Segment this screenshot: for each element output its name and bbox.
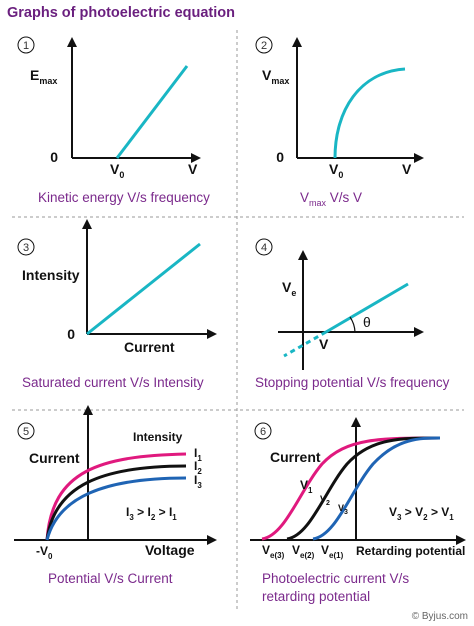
y-axis-label: Vmax — [262, 67, 289, 86]
angle-label: θ — [363, 314, 371, 330]
panel-number: 5 — [23, 426, 29, 438]
x-axis-label: V — [188, 161, 198, 177]
curve-label-i1: I1 — [194, 446, 202, 463]
curve-label-i3: I3 — [194, 473, 202, 490]
x-axis-label: V — [402, 161, 412, 177]
footer-credit: © Byjus.com — [412, 611, 468, 622]
curve-i3 — [45, 476, 187, 541]
stopping-potential-label: -V0 — [36, 544, 53, 561]
curve-label-v2: V2 — [320, 494, 330, 507]
panel-number-circle — [17, 36, 35, 54]
y-axis-label: Emax — [30, 67, 57, 86]
threshold-tick-label: V0 — [110, 161, 124, 180]
x-axis-label: V — [319, 336, 329, 352]
curve-label-v3: V3 — [338, 503, 348, 516]
panel-number: 3 — [23, 242, 29, 254]
panel-number: 2 — [261, 40, 267, 52]
voltage-relation: V3 > V2 > V1 — [389, 505, 454, 522]
panel-number: 6 — [260, 426, 266, 438]
y-axis-label: Current — [270, 449, 321, 465]
extrapolated-line — [283, 330, 327, 358]
x-axis-label: Retarding potential — [356, 544, 465, 558]
panel-number-circle — [255, 36, 273, 54]
panel-caption: Potential V/s Current — [48, 571, 173, 586]
panel-number: 1 — [23, 40, 29, 52]
curve-v2 — [286, 436, 441, 541]
intensity-current-line — [86, 242, 201, 336]
origin-label: 0 — [50, 149, 58, 165]
page-title: Graphs of photoelectric equation — [7, 5, 235, 21]
panel-4: 4 θ Ve V Stopping potential V/s frequenc… — [255, 238, 450, 390]
panel-caption: Saturated current V/s Intensity — [22, 375, 204, 390]
panel-caption-line-1: Photoelectric current V/s — [262, 571, 409, 586]
stopping-potential-line — [325, 282, 409, 334]
panel-number-circle — [17, 422, 35, 440]
threshold-tick-label: V0 — [329, 161, 343, 180]
panel-number: 4 — [261, 242, 267, 254]
origin-label: 0 — [276, 149, 284, 165]
panel-3: 3 Intensity 0 Current Saturated current … — [17, 219, 217, 390]
panel-caption: Vmax V/s V — [300, 190, 362, 208]
stop-label-ve1: Ve(1) — [321, 543, 344, 560]
angle-arc — [349, 316, 356, 333]
curve-label-i2: I2 — [194, 459, 202, 476]
panel-number-circle — [255, 238, 273, 256]
curves-title: Intensity — [133, 430, 183, 444]
x-axis-label: Voltage — [145, 542, 195, 558]
curve-v3 — [312, 436, 441, 541]
panel-5: 5 Intensity I1 I2 I3 Current I3 > I2 > I… — [14, 405, 217, 586]
y-axis-label: Intensity — [22, 267, 80, 283]
panel-6: 6 Current V1 V2 V3 V3 > V2 > V1 Ve(3) Ve… — [250, 417, 466, 604]
y-axis-label: Ve — [282, 279, 296, 298]
panel-1: 1 0 Emax V0 V Kinetic energy V/s frequen… — [17, 36, 210, 205]
panel-2: 2 0 Vmax V0 V Vmax V/s V — [255, 36, 424, 208]
panel-caption-line-2: retarding potential — [262, 589, 370, 604]
ke-frequency-line — [115, 65, 189, 159]
panel-number-circle — [254, 422, 272, 440]
vmax-curve — [333, 67, 406, 159]
panel-number-circle — [17, 238, 35, 256]
stop-label-ve2: Ve(2) — [292, 543, 315, 560]
intensity-relation: I3 > I2 > I1 — [126, 505, 177, 522]
curve-label-v1: V1 — [300, 478, 313, 495]
stop-label-ve3: Ve(3) — [262, 543, 285, 560]
panel-caption: Stopping potential V/s frequency — [255, 375, 450, 390]
curve-i1 — [45, 452, 187, 541]
y-axis-label: Current — [29, 450, 80, 466]
x-axis-label: Current — [124, 339, 175, 355]
panel-caption: Kinetic energy V/s frequency — [38, 190, 210, 205]
origin-label: 0 — [67, 326, 75, 342]
curve-i2 — [45, 464, 187, 541]
